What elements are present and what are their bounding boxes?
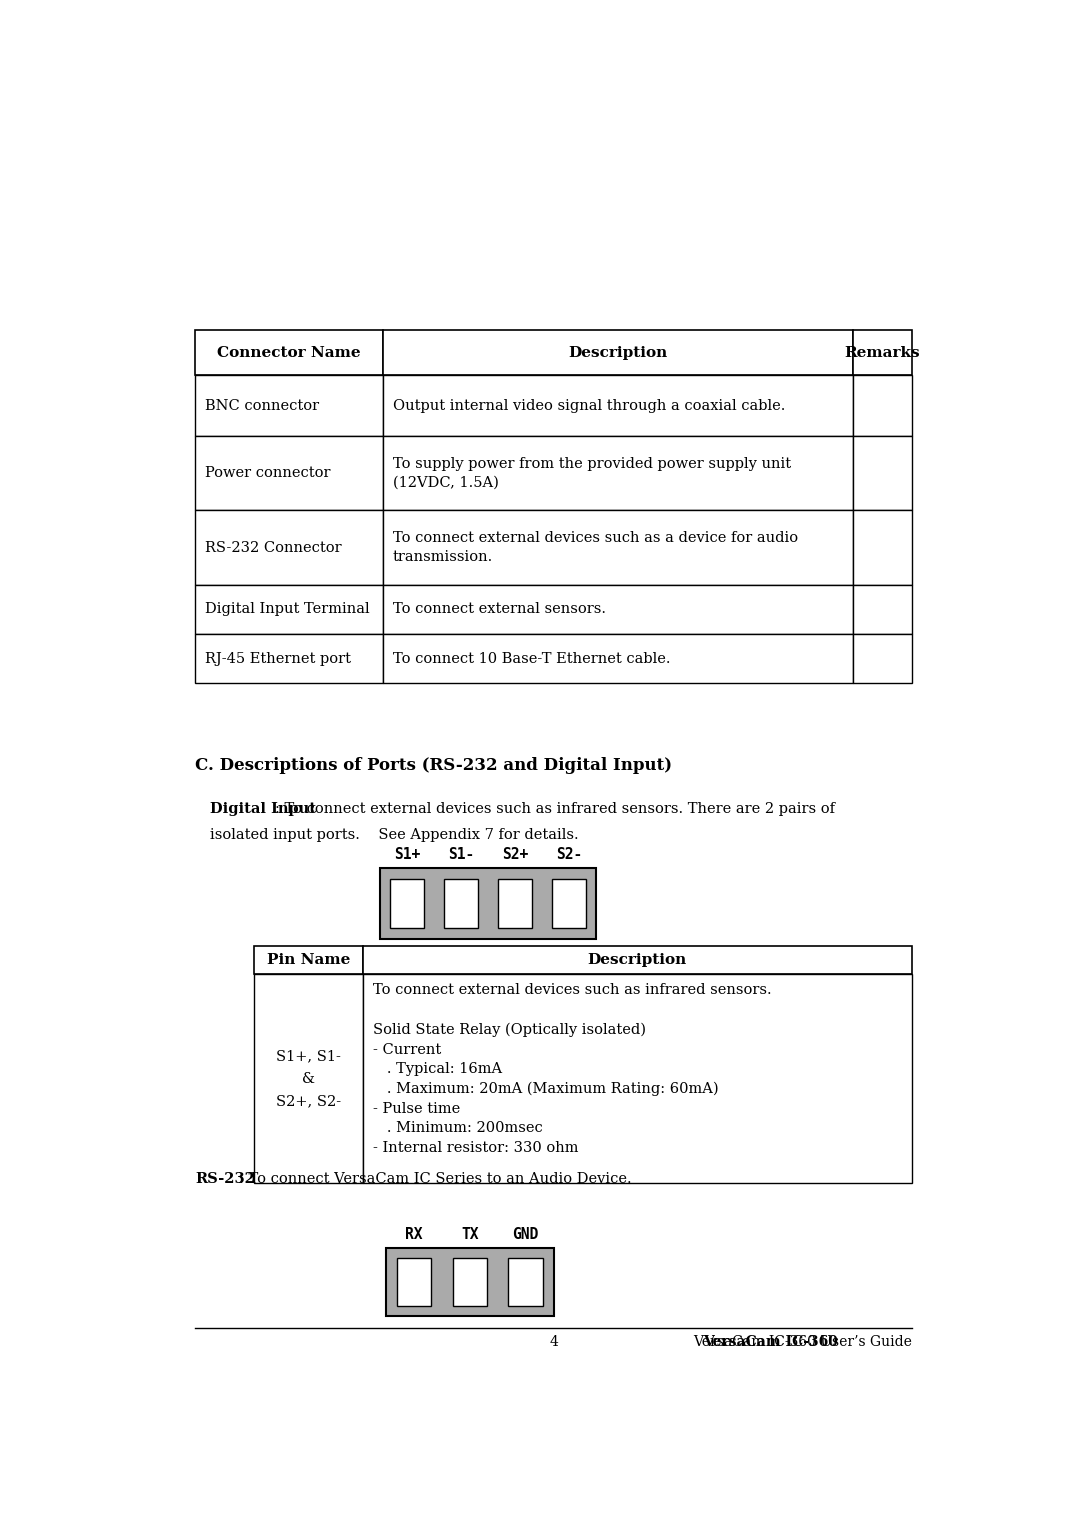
- Bar: [853, 376, 912, 437]
- Text: To connect 10 Base-T Ethernet cable.: To connect 10 Base-T Ethernet cable.: [393, 651, 671, 666]
- Text: Power connector: Power connector: [205, 466, 330, 480]
- Bar: [396, 1259, 431, 1306]
- Text: S2+: S2+: [502, 847, 528, 862]
- Text: VersaCam IC-360: VersaCam IC-360: [703, 1335, 838, 1349]
- Text: S1-: S1-: [448, 847, 474, 862]
- Text: RS-232: RS-232: [195, 1172, 255, 1186]
- Text: Pin Name: Pin Name: [267, 953, 350, 967]
- Bar: [195, 585, 382, 634]
- Text: VersaCam IC-360 User’s Guide: VersaCam IC-360 User’s Guide: [693, 1335, 912, 1349]
- Bar: [380, 868, 596, 938]
- Bar: [853, 330, 912, 376]
- Bar: [853, 634, 912, 683]
- Text: Remarks: Remarks: [845, 345, 920, 359]
- Bar: [382, 510, 853, 585]
- Bar: [853, 510, 912, 585]
- Bar: [382, 330, 853, 376]
- Bar: [853, 437, 912, 510]
- Text: GND: GND: [513, 1227, 539, 1242]
- Bar: [509, 1259, 543, 1306]
- Bar: [382, 437, 853, 510]
- Bar: [195, 510, 382, 585]
- Text: Digital Input: Digital Input: [211, 802, 316, 816]
- Bar: [254, 946, 363, 973]
- Bar: [195, 634, 382, 683]
- Bar: [195, 437, 382, 510]
- Text: S1+, S1-
&
S2+, S2-: S1+, S1- & S2+, S2-: [275, 1048, 341, 1108]
- Text: TX: TX: [461, 1227, 478, 1242]
- Text: Description: Description: [588, 953, 687, 967]
- Bar: [391, 879, 424, 927]
- Text: 4: 4: [549, 1335, 558, 1349]
- Text: RX: RX: [405, 1227, 422, 1242]
- Bar: [853, 585, 912, 634]
- Bar: [553, 879, 586, 927]
- Text: Digital Input Terminal: Digital Input Terminal: [205, 602, 370, 616]
- Bar: [382, 634, 853, 683]
- Text: To connect external devices such as infrared sensors.

Solid State Relay (Optica: To connect external devices such as infr…: [373, 984, 771, 1155]
- Text: S1+: S1+: [394, 847, 420, 862]
- Text: : To connect VersaCam IC Series to an Audio Device.: : To connect VersaCam IC Series to an Au…: [239, 1172, 632, 1186]
- Bar: [195, 376, 382, 437]
- Bar: [387, 1248, 554, 1317]
- Text: isolated input ports.    See Appendix 7 for details.: isolated input ports. See Appendix 7 for…: [211, 828, 579, 842]
- Bar: [382, 585, 853, 634]
- Bar: [499, 879, 532, 927]
- Text: RJ-45 Ethernet port: RJ-45 Ethernet port: [205, 651, 351, 666]
- Text: Connector Name: Connector Name: [217, 345, 361, 359]
- Text: S2-: S2-: [556, 847, 582, 862]
- Text: To connect external devices such as a device for audio
transmission.: To connect external devices such as a de…: [393, 532, 798, 564]
- Text: RS-232 Connector: RS-232 Connector: [205, 541, 342, 555]
- Text: To connect external sensors.: To connect external sensors.: [393, 602, 606, 616]
- Bar: [363, 973, 912, 1183]
- Text: C. Descriptions of Ports (RS-232 and Digital Input): C. Descriptions of Ports (RS-232 and Dig…: [195, 756, 673, 775]
- Bar: [453, 1259, 487, 1306]
- Bar: [195, 330, 382, 376]
- Text: Description: Description: [568, 345, 667, 359]
- Bar: [363, 946, 912, 973]
- Bar: [254, 973, 363, 1183]
- Bar: [382, 376, 853, 437]
- Bar: [445, 879, 478, 927]
- Text: To supply power from the provided power supply unit
(12VDC, 1.5A): To supply power from the provided power …: [393, 457, 791, 489]
- Text: : To connect external devices such as infrared sensors. There are 2 pairs of: : To connect external devices such as in…: [274, 802, 835, 816]
- Text: BNC connector: BNC connector: [205, 399, 320, 413]
- Text: Output internal video signal through a coaxial cable.: Output internal video signal through a c…: [393, 399, 785, 413]
